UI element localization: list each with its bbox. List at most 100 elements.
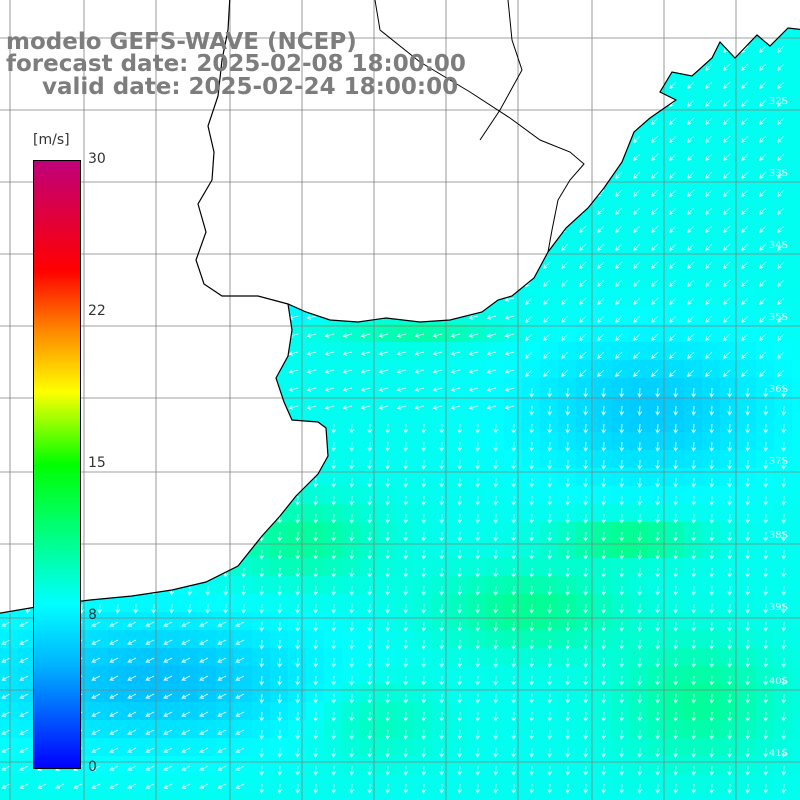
wind-cell	[306, 378, 325, 397]
wind-cell	[198, 774, 217, 793]
wind-cell	[720, 468, 739, 487]
wind-cell	[468, 774, 487, 793]
wind-cell	[774, 540, 793, 559]
wind-cell	[612, 234, 631, 253]
wind-cell	[756, 666, 775, 685]
wind-cell	[468, 486, 487, 505]
wind-cell	[126, 648, 145, 667]
wind-cell	[252, 774, 271, 793]
wind-cell	[288, 360, 307, 379]
wind-cell	[342, 792, 361, 800]
wind-cell	[612, 630, 631, 649]
wind-cell	[342, 414, 361, 433]
wind-cell	[468, 522, 487, 541]
wind-cell	[522, 666, 541, 685]
wind-cell	[702, 360, 721, 379]
wind-cell	[378, 522, 397, 541]
wind-cell	[558, 486, 577, 505]
wind-cell	[630, 144, 649, 163]
wind-cell	[378, 468, 397, 487]
wind-cell	[468, 756, 487, 775]
wind-cell	[666, 216, 685, 235]
wind-cell	[612, 612, 631, 631]
wind-cell	[774, 630, 793, 649]
wind-cell	[540, 576, 559, 595]
wind-cell	[486, 576, 505, 595]
wind-cell	[414, 360, 433, 379]
wind-cell	[684, 612, 703, 631]
wind-cell	[252, 558, 271, 577]
wind-arrow	[687, 81, 695, 89]
wind-cell	[306, 486, 325, 505]
wind-cell	[756, 360, 775, 379]
wind-cell	[756, 522, 775, 541]
wind-cell	[702, 486, 721, 505]
wind-cell	[720, 666, 739, 685]
wind-cell	[396, 378, 415, 397]
wind-cell	[306, 504, 325, 523]
wind-cell	[306, 792, 325, 800]
wind-cell	[666, 630, 685, 649]
colorbar-tick-15: 15	[88, 455, 106, 471]
wind-cell	[738, 54, 757, 73]
wind-cell	[576, 486, 595, 505]
wind-cell	[702, 198, 721, 217]
wind-cell	[738, 288, 757, 307]
wind-cell	[486, 684, 505, 703]
wind-cell	[414, 666, 433, 685]
wind-cell	[684, 198, 703, 217]
wind-cell	[342, 594, 361, 613]
wind-cell	[684, 666, 703, 685]
wind-cell	[522, 450, 541, 469]
wind-cell	[324, 324, 343, 343]
wind-cell	[756, 756, 775, 775]
wind-cell	[594, 612, 613, 631]
wind-cell	[198, 720, 217, 739]
wind-cell	[558, 738, 577, 757]
wind-cell	[558, 414, 577, 433]
wind-cell	[594, 468, 613, 487]
wind-cell	[684, 108, 703, 127]
wind-cell	[270, 540, 289, 559]
wind-cell	[540, 702, 559, 721]
wind-cell	[648, 576, 667, 595]
wind-cell	[612, 648, 631, 667]
wind-cell	[792, 612, 800, 631]
wind-cell	[738, 756, 757, 775]
wind-cell	[324, 756, 343, 775]
colorbar-tick-8: 8	[88, 607, 97, 623]
wind-cell	[720, 522, 739, 541]
wind-cell	[576, 540, 595, 559]
wind-cell	[594, 522, 613, 541]
wind-cell	[594, 414, 613, 433]
wind-cell	[558, 702, 577, 721]
wind-cell	[414, 450, 433, 469]
wind-cell	[684, 792, 703, 800]
wind-cell	[666, 774, 685, 793]
wind-cell	[612, 432, 631, 451]
wind-cell	[342, 666, 361, 685]
wind-cell	[666, 540, 685, 559]
wind-cell	[738, 342, 757, 361]
wind-cell	[774, 684, 793, 703]
wind-cell	[216, 648, 235, 667]
wind-cell	[774, 612, 793, 631]
lat-label: 38S	[768, 530, 788, 541]
wind-cell	[144, 756, 163, 775]
wind-cell	[450, 558, 469, 577]
wind-cell	[774, 738, 793, 757]
wind-cell	[684, 396, 703, 415]
wind-cell	[180, 756, 199, 775]
wind-cell	[450, 360, 469, 379]
wind-cell	[720, 702, 739, 721]
wind-arrow	[759, 81, 767, 89]
wind-cell	[540, 684, 559, 703]
wind-cell	[594, 576, 613, 595]
wind-cell	[558, 630, 577, 649]
wind-cell	[630, 576, 649, 595]
wind-cell	[522, 432, 541, 451]
wind-arrow	[723, 63, 731, 71]
wind-cell	[612, 504, 631, 523]
wind-cell	[414, 540, 433, 559]
wind-cell	[540, 360, 559, 379]
